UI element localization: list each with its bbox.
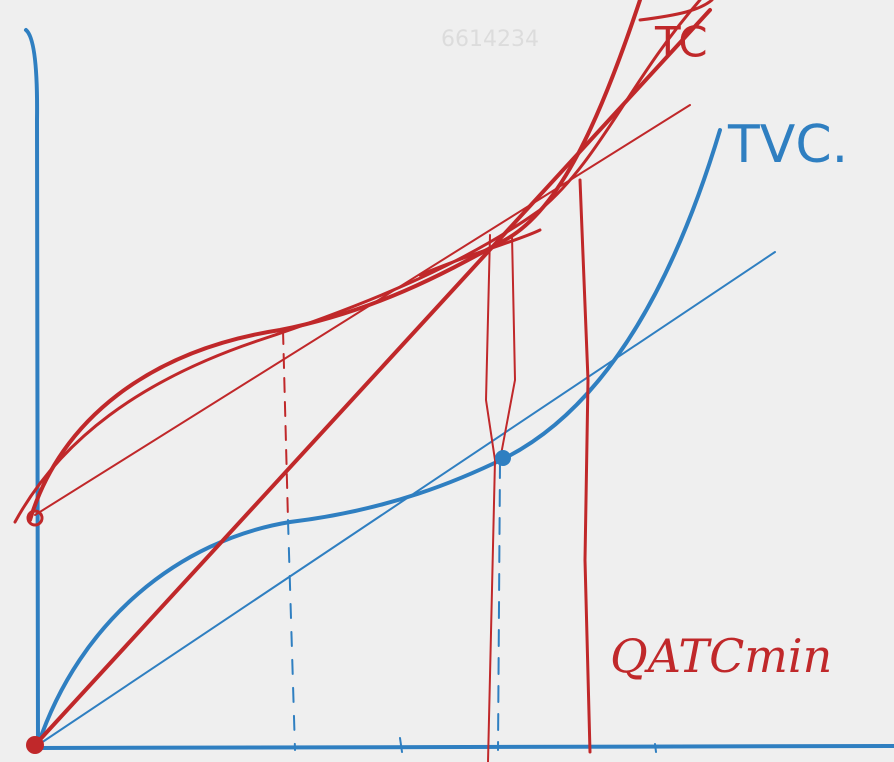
drop-line xyxy=(497,461,501,751)
y-axis xyxy=(24,28,40,750)
origin-point xyxy=(26,736,44,754)
watermark: 6614234 xyxy=(441,27,539,52)
tangent-point xyxy=(495,450,511,466)
x-axis xyxy=(34,744,894,750)
tvc-ray xyxy=(37,251,776,746)
tc-ray xyxy=(33,8,712,747)
tvc-curve xyxy=(36,128,722,747)
tc-curve-stroke xyxy=(13,0,702,524)
fixed-cost-point xyxy=(26,509,44,527)
drop-line xyxy=(578,178,592,754)
tc-label: TC xyxy=(654,18,708,67)
drop-line xyxy=(484,234,517,762)
drop-line xyxy=(282,329,289,521)
axis-tick xyxy=(399,737,657,753)
drop-line xyxy=(287,519,296,751)
tc-tangent xyxy=(34,104,691,516)
tvc-label: TVC. xyxy=(727,115,848,175)
tc-scribble xyxy=(418,0,714,277)
quantity-label: QATCmin xyxy=(610,629,832,683)
